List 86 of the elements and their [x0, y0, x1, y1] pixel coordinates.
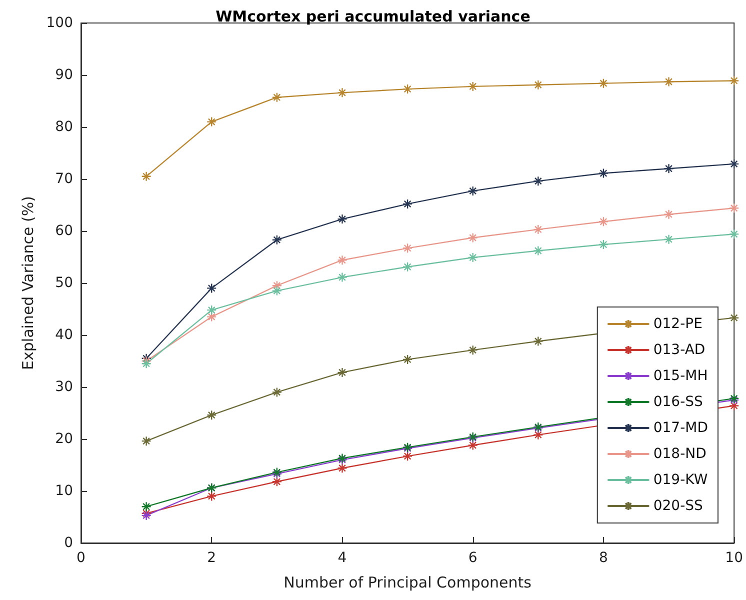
y-tick-label: 80	[55, 119, 73, 135]
y-tick-label: 30	[55, 379, 73, 395]
point	[664, 234, 674, 244]
y-tick-label: 0	[64, 535, 73, 551]
point	[664, 76, 674, 87]
point	[141, 358, 152, 369]
point	[402, 198, 413, 210]
point	[402, 243, 413, 254]
y-axis-title: Explained Variance (%)	[18, 196, 37, 370]
point	[206, 410, 217, 420]
point	[728, 312, 740, 323]
point	[468, 344, 478, 356]
point	[598, 239, 609, 250]
point	[272, 92, 282, 102]
point	[337, 367, 348, 378]
point	[141, 508, 152, 518]
chart-title: WMcortex peri accumulated variance	[216, 8, 530, 26]
point	[468, 440, 478, 450]
point	[206, 304, 217, 316]
point	[272, 286, 282, 296]
y-tick-label: 90	[55, 67, 73, 83]
y-tick-label: 40	[55, 327, 73, 343]
point	[468, 81, 478, 92]
point	[533, 224, 544, 235]
legend-label: 013-AD	[653, 342, 706, 358]
x-tick-label: 4	[338, 550, 347, 566]
legend-label: 020-SS	[653, 498, 704, 514]
legend-label: 012-PE	[653, 316, 702, 332]
point	[468, 252, 478, 263]
x-tick-label: 10	[725, 550, 744, 566]
point	[337, 272, 348, 282]
y-tick-label: 100	[46, 15, 73, 31]
point	[728, 229, 740, 240]
x-axis-title: Number of Principal Components	[284, 574, 532, 592]
point	[141, 353, 152, 364]
point	[206, 116, 217, 127]
point	[337, 88, 348, 98]
point	[141, 356, 152, 366]
point	[402, 354, 413, 365]
point	[272, 476, 282, 487]
point	[468, 232, 478, 243]
y-tick-label: 20	[55, 431, 73, 447]
x-tick-label: 2	[207, 550, 216, 566]
y-tick-label: 70	[55, 171, 73, 187]
point	[141, 436, 152, 446]
point	[337, 255, 348, 266]
point	[272, 280, 282, 291]
point	[533, 176, 544, 186]
point	[206, 312, 217, 322]
point	[728, 76, 740, 86]
point	[141, 171, 152, 182]
point	[533, 246, 544, 256]
point	[337, 214, 348, 224]
legend-label: 015-MH	[653, 368, 708, 384]
point	[206, 283, 217, 294]
legend-label: 016-SS	[653, 394, 704, 410]
point	[728, 158, 740, 170]
point	[598, 216, 609, 227]
point	[468, 186, 478, 196]
point	[402, 84, 413, 94]
x-tick-label: 8	[599, 550, 608, 566]
point	[533, 430, 544, 440]
point	[728, 400, 740, 411]
y-tick-label: 50	[55, 275, 73, 291]
point	[402, 451, 413, 462]
point	[728, 203, 740, 214]
point	[206, 491, 217, 502]
point	[598, 78, 609, 88]
x-tick-label: 0	[76, 550, 86, 566]
y-tick-label: 60	[55, 223, 73, 239]
x-tick-label: 6	[468, 550, 478, 566]
point	[664, 209, 674, 220]
point	[141, 502, 152, 512]
point	[272, 234, 282, 245]
point	[141, 510, 152, 521]
point	[533, 336, 544, 346]
point	[272, 387, 282, 398]
point	[337, 463, 348, 474]
point	[533, 80, 544, 90]
point	[664, 164, 674, 174]
legend-label: 019-KW	[653, 472, 708, 488]
y-tick-label: 10	[55, 483, 73, 499]
point	[402, 262, 413, 272]
legend-label: 018-ND	[653, 446, 706, 462]
point	[598, 168, 609, 178]
legend-label: 017-MD	[653, 420, 708, 436]
